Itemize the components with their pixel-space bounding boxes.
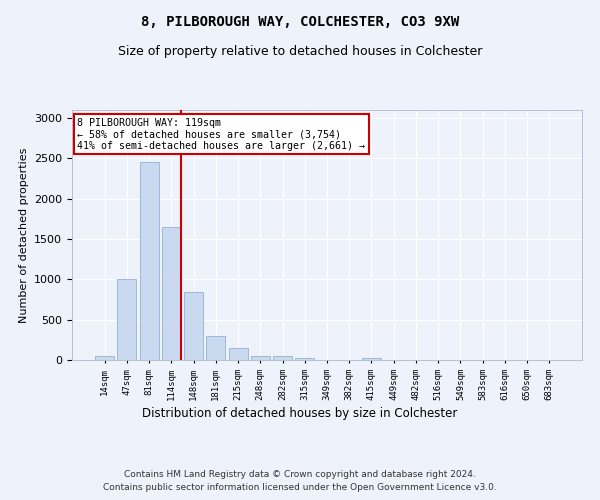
Text: 8 PILBOROUGH WAY: 119sqm
← 58% of detached houses are smaller (3,754)
41% of sem: 8 PILBOROUGH WAY: 119sqm ← 58% of detach… (77, 118, 365, 150)
Bar (184, 292, 203, 360)
Bar (273, 356, 292, 360)
Text: 8, PILBOROUGH WAY, COLCHESTER, CO3 9XW: 8, PILBOROUGH WAY, COLCHESTER, CO3 9XW (141, 15, 459, 29)
Bar (118, 280, 136, 360)
Bar (229, 348, 248, 360)
Bar (362, 358, 381, 360)
Bar (251, 356, 270, 360)
Bar (140, 162, 158, 360)
Text: Size of property relative to detached houses in Colchester: Size of property relative to detached ho… (118, 45, 482, 58)
Bar (162, 227, 181, 360)
Bar (295, 358, 314, 360)
Bar (206, 336, 225, 360)
Text: Distribution of detached houses by size in Colchester: Distribution of detached houses by size … (142, 408, 458, 420)
Bar (95, 356, 114, 360)
Y-axis label: Number of detached properties: Number of detached properties (19, 148, 29, 322)
Text: Contains HM Land Registry data © Crown copyright and database right 2024.
Contai: Contains HM Land Registry data © Crown c… (103, 470, 497, 492)
